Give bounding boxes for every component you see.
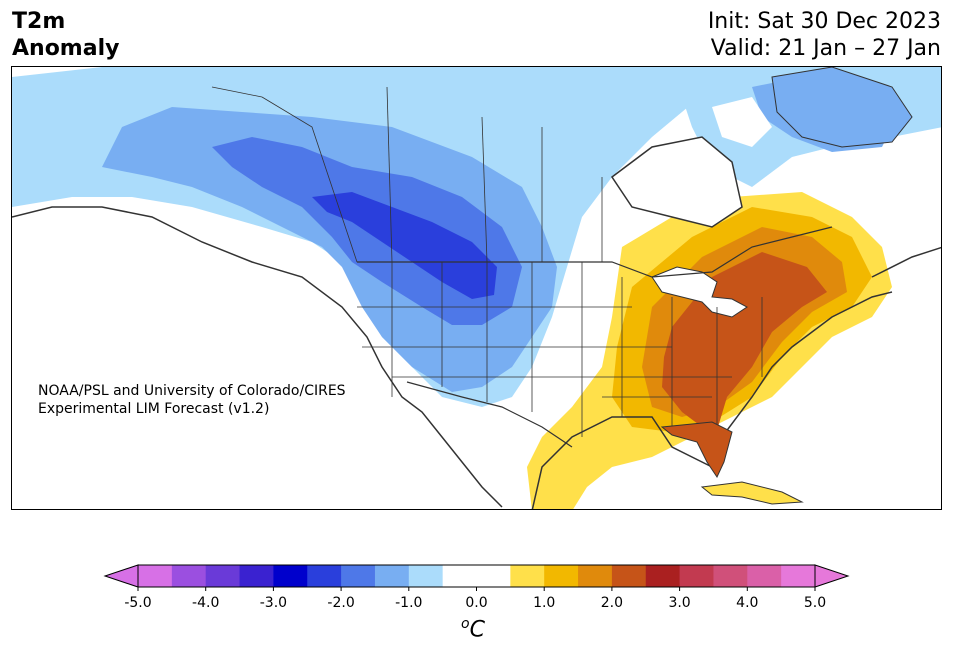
colorbar-tick-label: -1.0 [395, 595, 422, 611]
arctic-water [712, 97, 772, 147]
colorbar-tick-label: 1.0 [533, 595, 555, 611]
colorbar-swatch [307, 565, 342, 587]
colorbar-swatch [476, 565, 511, 587]
colorbar-swatch [273, 565, 308, 587]
colorbar-tick-label: 0.0 [465, 595, 487, 611]
map-title: T2m Anomaly [12, 8, 119, 62]
valid-range: Valid: 21 Jan – 27 Jan [710, 36, 941, 61]
colorbar-ticks: -5.0 -4.0 -3.0 -2.0 -1.0 0.0 1.0 2.0 3.0 4.0 5.0 [124, 587, 826, 611]
map-svg [12, 67, 941, 509]
data-credit: NOAA/PSL and University of Colorado/CIRE… [38, 382, 346, 418]
colorbar-swatch [713, 565, 748, 587]
unit-text: C [469, 617, 485, 643]
colorbar-swatch [408, 565, 444, 587]
init-date: Init: Sat 30 Dec 2023 [707, 9, 941, 34]
colorbar-swatch [611, 565, 647, 587]
colorbar-swatch [510, 565, 545, 587]
title-line-1: T2m [12, 9, 66, 34]
florida [660, 421, 733, 479]
colorbar-tick-label: 4.0 [736, 595, 758, 611]
anomaly-map [11, 66, 942, 510]
cuba [700, 481, 804, 505]
colorbar-swatch [442, 565, 477, 587]
credit-line-1: NOAA/PSL and University of Colorado/CIRE… [38, 383, 346, 399]
state-lines [211, 86, 763, 447]
colorbar-swatch [374, 565, 410, 587]
credit-line-2: Experimental LIM Forecast (v1.2) [38, 401, 270, 417]
colorbar: -5.0 -4.0 -3.0 -2.0 -1.0 0.0 1.0 2.0 3.0 4.0 5.0 [103, 564, 850, 611]
colorbar-tick-label: -5.0 [124, 595, 151, 611]
colorbar-min-arrow [103, 564, 139, 588]
colorbar-swatch [645, 565, 681, 587]
unit-degree: o [461, 616, 470, 632]
great-lakes [651, 266, 748, 318]
title-line-2: Anomaly [12, 36, 120, 61]
greenland [771, 67, 913, 148]
colorbar-swatch [138, 565, 173, 587]
cold-anomaly-1-0 [102, 107, 557, 392]
forecast-dates: Init: Sat 30 Dec 2023 Valid: 21 Jan – 27… [708, 8, 941, 62]
colorbar-swatch [239, 565, 274, 587]
colorbar-swatch [341, 565, 376, 587]
us-canada-border [357, 226, 833, 278]
colorbar-tick-label: -3.0 [260, 595, 287, 611]
colorbar-swatch [679, 565, 714, 587]
us-mexico-border [406, 381, 573, 448]
colorbar-tick-label: 5.0 [804, 595, 826, 611]
colorbar-tick-label: 2.0 [601, 595, 623, 611]
colorbar-tick-label: -2.0 [327, 595, 354, 611]
colorbar-swatch [578, 565, 613, 587]
colorbar-swatch [781, 565, 816, 587]
colorbar-swatch [171, 565, 207, 587]
colorbar-tick-label: -4.0 [192, 595, 219, 611]
colorbar-swatches [103, 564, 850, 588]
colorbar-swatch [747, 565, 782, 587]
colorbar-max-arrow [814, 564, 850, 588]
unit-label: oC [461, 616, 485, 642]
hudson-bay [612, 137, 742, 227]
cold-anomaly-2-0 [312, 192, 497, 299]
colorbar-swatch [205, 565, 241, 587]
colorbar-swatch [544, 565, 579, 587]
colorbar-tick-label: 3.0 [668, 595, 690, 611]
